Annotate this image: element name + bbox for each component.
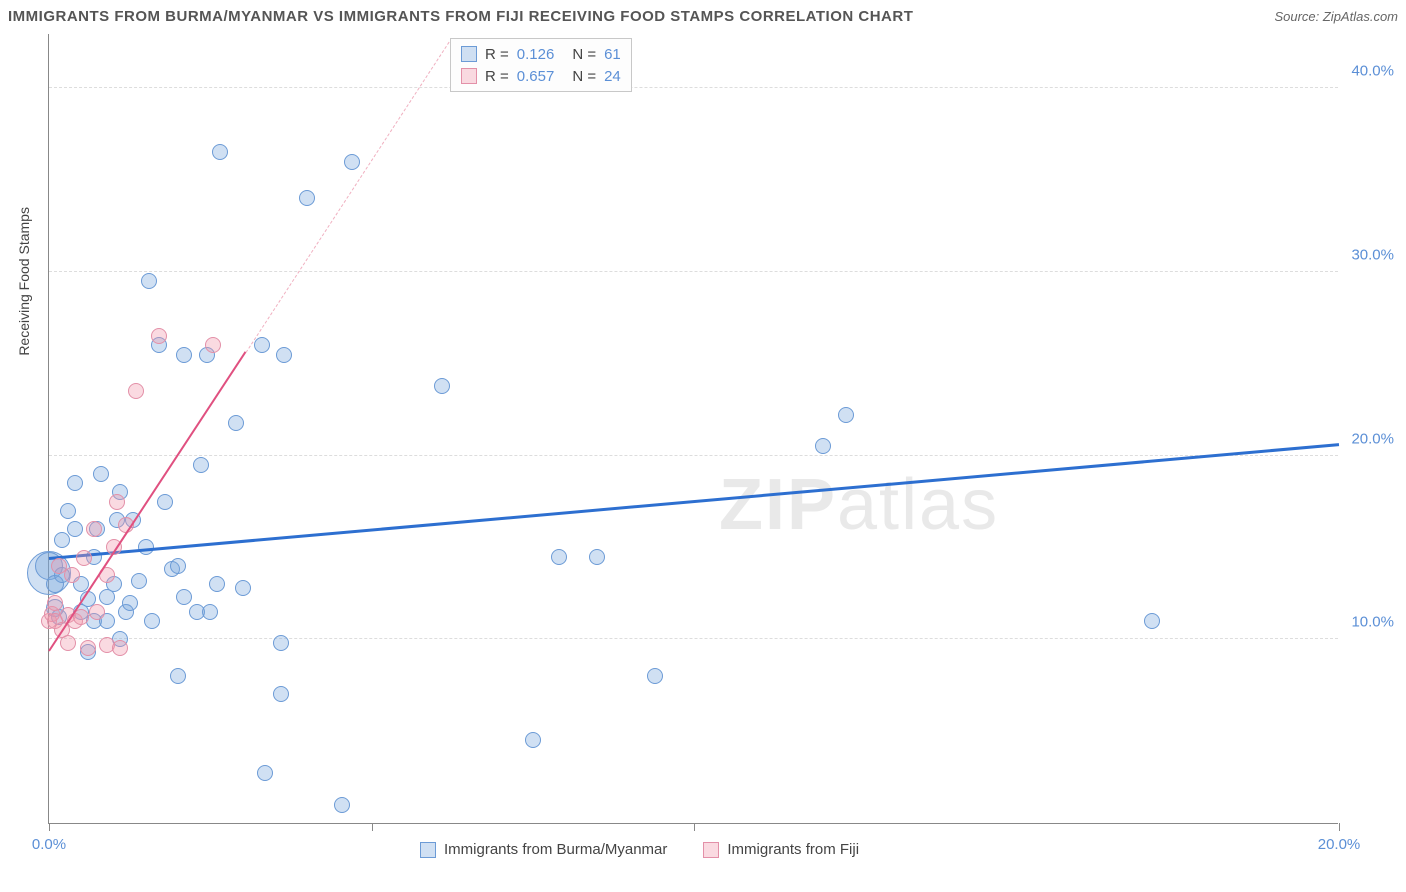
scatter-point	[157, 494, 173, 510]
scatter-point	[64, 567, 80, 583]
scatter-point	[228, 415, 244, 431]
legend-row-fiji: R = 0.657 N = 24	[461, 65, 621, 87]
xtick-label: 20.0%	[1318, 836, 1361, 853]
scatter-point	[54, 532, 70, 548]
xtick-label: 0.0%	[32, 836, 66, 853]
gridline	[49, 271, 1338, 272]
title-bar: IMMIGRANTS FROM BURMA/MYANMAR VS IMMIGRA…	[8, 4, 1398, 28]
scatter-point	[60, 635, 76, 651]
scatter-point	[273, 686, 289, 702]
scatter-point	[144, 613, 160, 629]
xtick	[1339, 823, 1340, 831]
scatter-point	[212, 144, 228, 160]
scatter-point	[273, 635, 289, 651]
scatter-point	[112, 640, 128, 656]
trend-line	[49, 443, 1339, 560]
scatter-point	[67, 521, 83, 537]
plot-area: ZIPatlas 10.0%20.0%30.0%40.0%0.0%20.0%	[48, 34, 1338, 824]
scatter-point	[109, 494, 125, 510]
xtick	[694, 823, 695, 831]
scatter-point	[176, 589, 192, 605]
gridline	[49, 638, 1338, 639]
scatter-point	[151, 328, 167, 344]
scatter-point	[647, 668, 663, 684]
swatch-icon	[703, 842, 719, 858]
swatch-icon	[420, 842, 436, 858]
scatter-point	[344, 154, 360, 170]
scatter-point	[1144, 613, 1160, 629]
scatter-point	[815, 438, 831, 454]
scatter-point	[589, 549, 605, 565]
scatter-point	[89, 604, 105, 620]
scatter-point	[131, 573, 147, 589]
scatter-point	[67, 475, 83, 491]
swatch-icon	[461, 46, 477, 62]
source-label: Source: ZipAtlas.com	[1274, 9, 1398, 24]
scatter-point	[93, 466, 109, 482]
ytick-label: 30.0%	[1351, 246, 1394, 263]
legend-item-fiji: Immigrants from Fiji	[703, 841, 859, 858]
scatter-point	[551, 549, 567, 565]
gridline	[49, 455, 1338, 456]
xtick	[372, 823, 373, 831]
scatter-point	[170, 558, 186, 574]
series-legend: Immigrants from Burma/Myanmar Immigrants…	[420, 841, 859, 858]
scatter-point	[299, 190, 315, 206]
ytick-label: 10.0%	[1351, 614, 1394, 631]
scatter-point	[205, 337, 221, 353]
swatch-icon	[461, 68, 477, 84]
ytick-label: 20.0%	[1351, 430, 1394, 447]
scatter-point	[60, 503, 76, 519]
gridline	[49, 87, 1338, 88]
correlation-legend: R = 0.126 N = 61 R = 0.657 N = 24	[450, 38, 632, 92]
scatter-point	[209, 576, 225, 592]
scatter-point	[202, 604, 218, 620]
scatter-point	[80, 640, 96, 656]
scatter-point	[170, 668, 186, 684]
y-axis-label: Receiving Food Stamps	[16, 207, 32, 356]
scatter-point	[838, 407, 854, 423]
scatter-point	[141, 273, 157, 289]
xtick	[49, 823, 50, 831]
ytick-label: 40.0%	[1351, 63, 1394, 80]
legend-row-burma: R = 0.126 N = 61	[461, 43, 621, 65]
scatter-point	[276, 347, 292, 363]
scatter-point	[47, 595, 63, 611]
scatter-point	[86, 521, 102, 537]
scatter-point	[176, 347, 192, 363]
scatter-point	[525, 732, 541, 748]
scatter-point	[334, 797, 350, 813]
scatter-point	[235, 580, 251, 596]
scatter-point	[257, 765, 273, 781]
chart-title: IMMIGRANTS FROM BURMA/MYANMAR VS IMMIGRA…	[8, 8, 913, 25]
scatter-point	[434, 378, 450, 394]
scatter-point	[193, 457, 209, 473]
legend-item-burma: Immigrants from Burma/Myanmar	[420, 841, 667, 858]
scatter-point	[128, 383, 144, 399]
scatter-point	[122, 595, 138, 611]
scatter-point	[254, 337, 270, 353]
scatter-point	[76, 550, 92, 566]
